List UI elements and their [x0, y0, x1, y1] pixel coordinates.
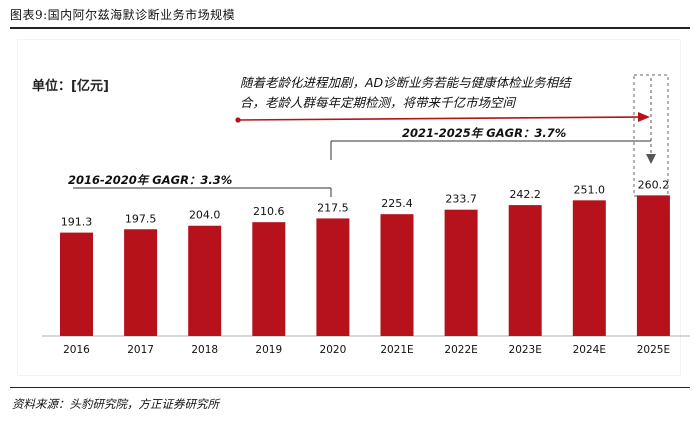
- value-label-2021E: 225.4: [381, 197, 413, 210]
- value-label-2024E: 251.0: [574, 183, 606, 196]
- x-tick-2021E: 2021E: [380, 344, 413, 356]
- x-tick-2022E: 2022E: [444, 344, 477, 356]
- bar-2019: [252, 222, 286, 336]
- bars-group: 191.3 2016 197.5 2017 204.0 2018 210.6 2019 217.…: [60, 178, 670, 356]
- value-label-2016: 191.3: [61, 216, 93, 229]
- cagr-label-2016-2020: 2016-2020年 GAGR：3.3%: [68, 173, 232, 187]
- x-tick-2020: 2020: [320, 344, 347, 356]
- source-note: 资料来源：头豹研究院，方正证券研究所: [12, 397, 219, 411]
- cagr-label-2021-2025: 2021-2025年 GAGR：3.7%: [402, 126, 566, 140]
- bar-2025E: [636, 195, 670, 336]
- annotation-note-line1: 随着老龄化进程加剧，AD诊断业务若能与健康体检业务相结: [240, 75, 572, 90]
- annotation-note-line2: 合，老龄人群每年定期检测，将带来千亿市场空间: [240, 95, 517, 110]
- value-label-2025E: 260.2: [638, 178, 670, 191]
- cagr-bracket-2021-2025: [330, 140, 651, 160]
- x-tick-2024E: 2024E: [573, 344, 606, 356]
- value-label-2022E: 233.7: [445, 193, 477, 206]
- bar-2016: [60, 232, 93, 336]
- annotation-arrow: [235, 112, 650, 123]
- cagr-bracket-2016-2020: [73, 187, 332, 197]
- figure-title: 图表9:国内阿尔兹海默诊断业务市场规模: [10, 8, 236, 22]
- bar-2021E: [380, 214, 414, 336]
- bar-2022E: [444, 209, 478, 336]
- dashed-down-arrow: [646, 78, 656, 164]
- value-label-2019: 210.6: [253, 205, 285, 218]
- value-label-2020: 217.5: [317, 201, 349, 214]
- value-label-2017: 197.5: [125, 212, 157, 225]
- x-tick-2025E: 2025E: [637, 344, 670, 356]
- bottom-rule: [10, 387, 690, 388]
- bar-2018: [188, 225, 222, 336]
- x-tick-2019: 2019: [255, 344, 282, 356]
- bar-2023E: [508, 205, 542, 336]
- value-label-2018: 204.0: [189, 209, 221, 222]
- top-rule: [10, 27, 690, 29]
- bar-2024E: [572, 200, 606, 336]
- unit-label: 单位：[亿元]: [32, 78, 109, 94]
- x-tick-2016: 2016: [63, 344, 90, 356]
- x-tick-2018: 2018: [191, 344, 218, 356]
- x-tick-2023E: 2023E: [509, 344, 542, 356]
- bar-2017: [124, 229, 158, 336]
- bar-2020: [316, 218, 350, 336]
- value-label-2023E: 242.2: [509, 188, 541, 201]
- x-tick-2017: 2017: [127, 344, 154, 356]
